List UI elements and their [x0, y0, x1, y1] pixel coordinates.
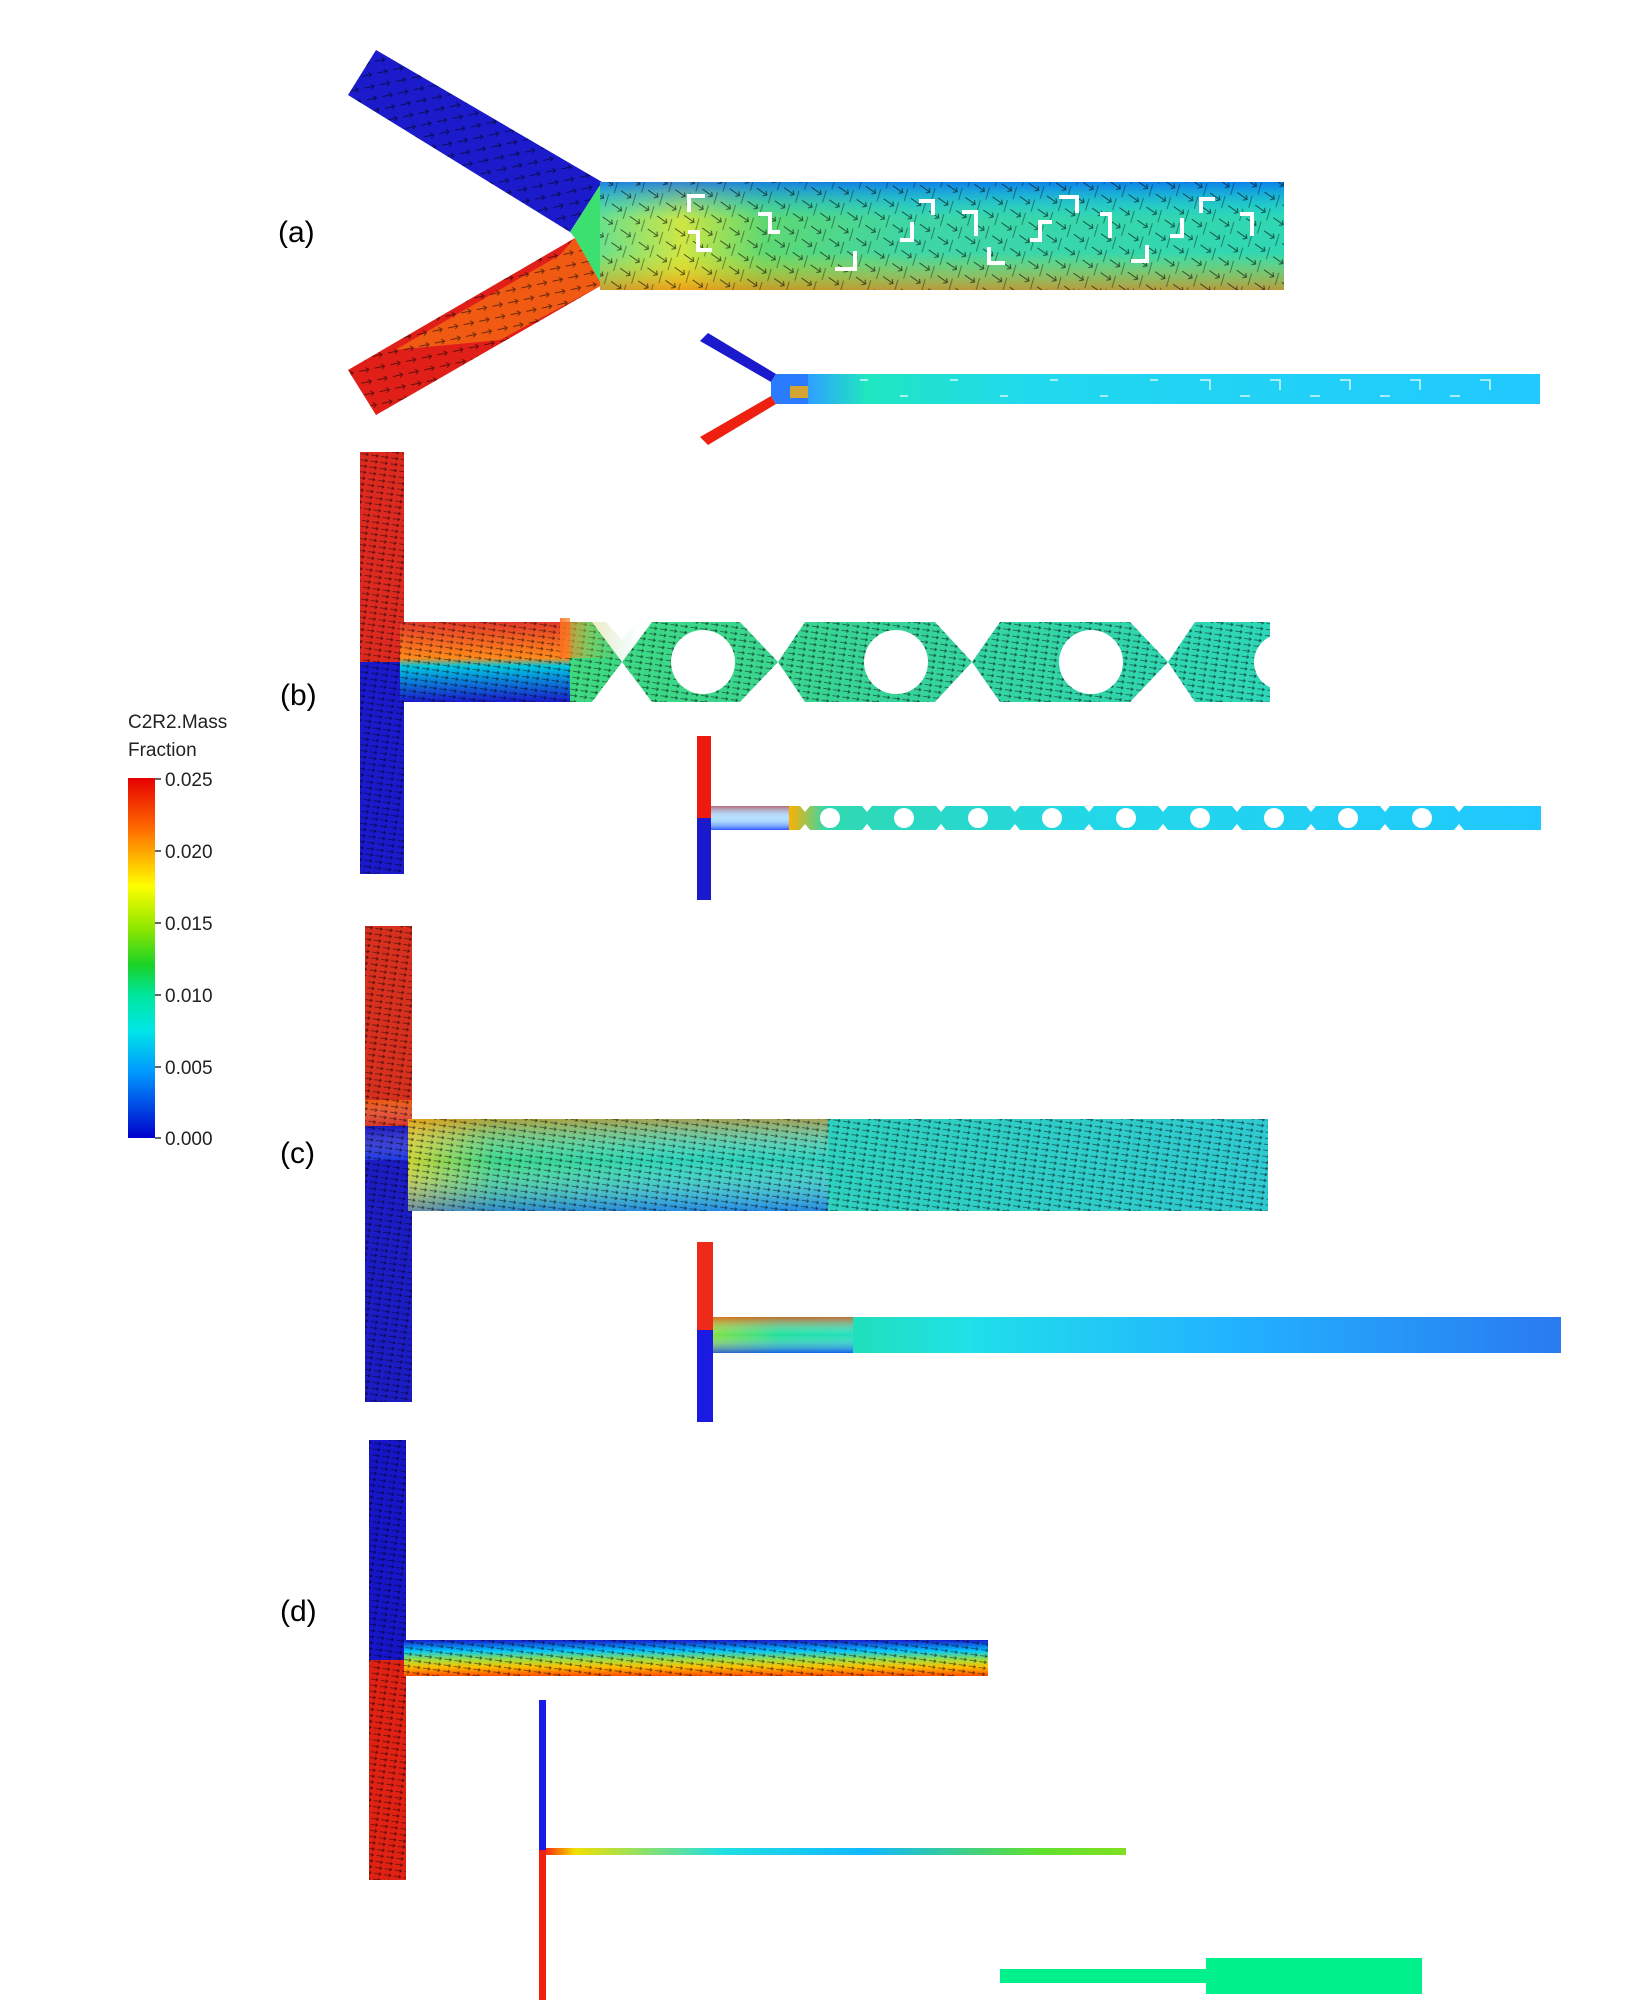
colorbar-tick: 0.015 — [165, 914, 213, 935]
colorbar-title-line2: Fraction — [128, 740, 197, 761]
panel-label-b: (b) — [280, 679, 317, 712]
panel-b: (b) — [280, 452, 1541, 900]
panel-b-small-mixer — [697, 736, 1541, 900]
panel-label-d: (d) — [280, 1595, 317, 1628]
colorbar-tick: 0.010 — [165, 986, 213, 1007]
panel-c: (c) — [280, 926, 1561, 1422]
colorbar-tick: 0.020 — [165, 842, 213, 863]
panel-b-large-mixer — [360, 452, 1310, 874]
colorbar-title-line1: C2R2.Mass — [128, 712, 227, 733]
colorbar-tick: 0.005 — [165, 1058, 213, 1079]
colorbar-tick: 0.000 — [165, 1129, 213, 1150]
colorbar: C2R2.Mass Fraction 0.025 0.020 0.015 0.0… — [128, 712, 227, 1150]
panel-b-obstacles — [671, 630, 1310, 694]
panel-a-small-mixer — [700, 333, 1540, 445]
panel-d-large-mixer — [369, 1440, 988, 1880]
panel-a: (a) — [278, 50, 1540, 445]
panel-c-small-mixer — [697, 1242, 1561, 1422]
panel-label-a: (a) — [278, 216, 315, 249]
panel-label-c: (c) — [280, 1137, 315, 1170]
colorbar-tick: 0.025 — [165, 770, 213, 791]
panel-d-outlet-channel — [1000, 1958, 1422, 1994]
panel-c-large-mixer — [365, 926, 1268, 1402]
panel-a-large-mixer — [348, 50, 1284, 415]
panel-d-small-mixer — [539, 1700, 1126, 2000]
panel-d: (d) — [280, 1440, 1422, 2000]
colorbar-gradient — [128, 778, 155, 1138]
